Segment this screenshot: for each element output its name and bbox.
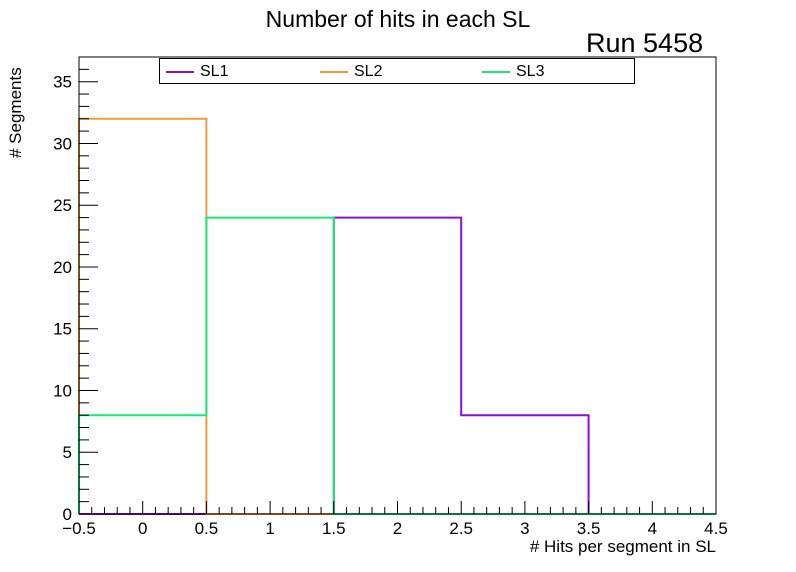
y-tick-label: 0 xyxy=(63,505,72,524)
run-annotation: Run 5458 xyxy=(586,28,704,58)
chart-title: Number of hits in each SL xyxy=(265,6,531,32)
y-tick-label: 30 xyxy=(53,134,72,153)
x-tick-label: −0.5 xyxy=(62,519,96,538)
x-tick-label: 4.5 xyxy=(704,519,728,538)
series-line-sl3 xyxy=(78,216,716,515)
x-tick-label: 2.5 xyxy=(449,519,473,538)
plot-frame xyxy=(78,56,717,515)
legend-label-sl3: SL3 xyxy=(516,63,545,80)
y-axis-label: # Segments xyxy=(6,67,25,158)
legend-entry-sl2: SL2 xyxy=(320,63,382,81)
x-axis-label: # Hits per segment in SL xyxy=(529,537,716,556)
x-tick-label: 0 xyxy=(138,519,147,538)
y-tick-label: 15 xyxy=(53,320,72,339)
x-tick-label: 2 xyxy=(393,519,402,538)
x-tick-label: 1.5 xyxy=(322,519,346,538)
legend-entry-sl1: SL1 xyxy=(166,63,228,81)
legend-label-sl1: SL1 xyxy=(200,63,229,80)
y-tick-label: 35 xyxy=(53,73,72,92)
x-tick-label: 3.5 xyxy=(577,519,601,538)
y-tick-label: 25 xyxy=(53,196,72,215)
x-tick-label: 3 xyxy=(520,519,529,538)
legend-swatch-sl1 xyxy=(166,71,194,73)
y-tick-label: 20 xyxy=(53,258,72,277)
legend-label-sl2: SL2 xyxy=(354,63,383,80)
y-tick-label: 5 xyxy=(63,443,72,462)
legend-swatch-sl3 xyxy=(482,71,510,73)
y-tick-label: 10 xyxy=(53,381,72,400)
series-line-sl2 xyxy=(78,117,716,515)
x-tick-label: 1 xyxy=(265,519,274,538)
x-tick-label: 0.5 xyxy=(195,519,219,538)
x-tick-label: 4 xyxy=(648,519,657,538)
legend: SL1 SL2 SL3 xyxy=(159,58,635,84)
legend-swatch-sl2 xyxy=(320,71,348,73)
series-line-sl1 xyxy=(79,216,716,515)
legend-entry-sl3: SL3 xyxy=(482,63,544,81)
